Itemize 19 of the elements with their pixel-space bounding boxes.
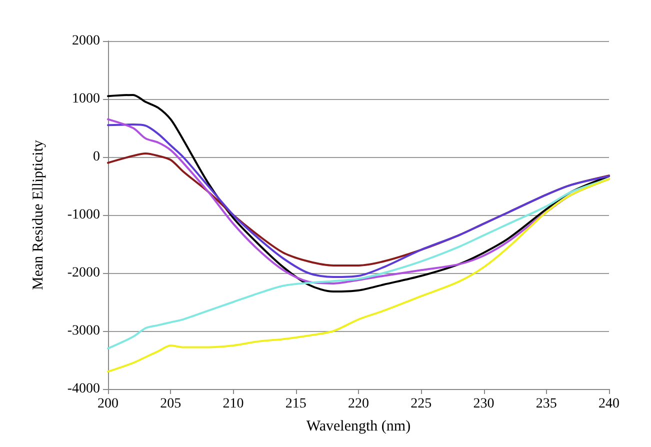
y-tick-label: -1000 bbox=[67, 208, 100, 222]
y-tick-label: -3000 bbox=[67, 324, 100, 338]
x-tick-label: 200 bbox=[98, 396, 118, 412]
x-tick-label: 210 bbox=[222, 396, 244, 412]
x-axis-title: Wavelength (nm) bbox=[306, 418, 411, 434]
x-tick-label: 240 bbox=[598, 396, 620, 412]
x-tick-label: 225 bbox=[410, 396, 432, 412]
y-tick-label: 2000 bbox=[72, 34, 100, 48]
y-axis-title: Mean Residue Ellipticity bbox=[30, 140, 46, 290]
x-tick-label: 230 bbox=[473, 396, 494, 412]
x-tick-label: 215 bbox=[285, 396, 306, 412]
line-series bbox=[107, 94, 610, 293]
y-tick-label: -4000 bbox=[67, 382, 100, 396]
y-tick-label: 0 bbox=[93, 150, 100, 164]
x-tick-label: 220 bbox=[348, 396, 369, 412]
y-tick-label: -2000 bbox=[67, 266, 100, 280]
x-tick-label: 235 bbox=[536, 396, 557, 412]
x-tick-label: 205 bbox=[160, 396, 182, 412]
y-tick-label: 1000 bbox=[72, 92, 100, 106]
